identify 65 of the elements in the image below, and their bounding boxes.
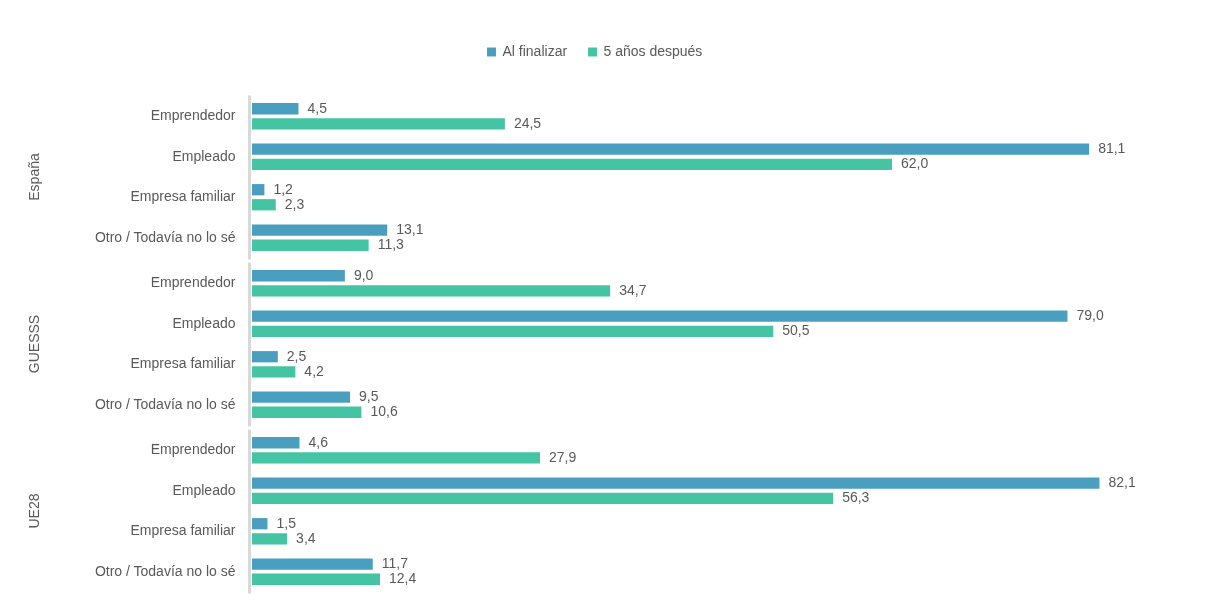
bar — [252, 224, 388, 236]
data-label: 1,5 — [276, 514, 297, 531]
bar — [252, 573, 380, 585]
y-tick-label: Emprendedor — [150, 107, 236, 124]
legend-label: 5 años después — [603, 43, 703, 59]
legend-label: Al finalizar — [502, 43, 568, 59]
bar — [252, 452, 540, 464]
data-label: 13,1 — [396, 221, 424, 238]
y-tick-label: Empresa familiar — [130, 522, 236, 539]
bar — [252, 477, 1100, 489]
data-label: 79,0 — [1076, 307, 1104, 324]
bar — [252, 366, 296, 378]
y-tick-label: Empleado — [172, 481, 236, 498]
data-label: 27,9 — [548, 448, 577, 465]
data-label: 56,3 — [842, 489, 870, 506]
y-tick-label: Empleado — [172, 147, 236, 164]
bar — [252, 325, 774, 337]
data-label: 81,1 — [1098, 140, 1126, 157]
data-label: 11,7 — [381, 555, 409, 572]
y-tick-label: Empresa familiar — [130, 188, 236, 205]
data-label: 62,0 — [900, 155, 929, 172]
data-label: 4,6 — [308, 433, 329, 450]
bar — [252, 406, 362, 418]
y-tick-label: Empleado — [172, 314, 236, 331]
bar — [252, 184, 265, 196]
bar — [252, 158, 892, 170]
bar — [252, 143, 1090, 155]
y-tick-label: Emprendedor — [150, 441, 236, 458]
text: UE28 — [26, 493, 43, 529]
bar — [252, 518, 268, 530]
bar — [252, 558, 373, 570]
data-label: 1,2 — [273, 180, 294, 197]
data-label: 24,5 — [513, 114, 542, 131]
y-tick-label: Otro / Todavía no lo sé — [94, 562, 236, 579]
text: GUESSS — [26, 314, 43, 374]
y-tick-label: Otro / Todavía no lo sé — [94, 395, 236, 412]
data-label: 9,0 — [353, 266, 374, 283]
data-label: 34,7 — [619, 281, 647, 298]
data-label: 4,5 — [307, 99, 328, 116]
bar — [252, 492, 834, 504]
data-label: 11,3 — [377, 236, 405, 253]
bar — [252, 199, 276, 211]
text: España — [26, 153, 43, 201]
data-label: 82,1 — [1108, 474, 1136, 491]
y-tick-label: Otro / Todavía no lo sé — [94, 228, 236, 245]
y-tick-label: Emprendedor — [150, 274, 236, 291]
bar — [252, 118, 505, 130]
data-label: 50,5 — [782, 322, 810, 339]
bar — [252, 533, 288, 545]
bar — [252, 437, 300, 449]
bar — [252, 239, 369, 251]
y-tick-label: Empresa familiar — [130, 355, 236, 372]
data-label: 10,6 — [370, 403, 398, 420]
data-label: 12,4 — [389, 570, 417, 587]
data-label: 3,4 — [296, 529, 316, 546]
bar — [252, 103, 299, 115]
data-label: 4,2 — [304, 362, 325, 379]
data-label: 2,3 — [284, 195, 305, 212]
data-label: 9,5 — [359, 388, 379, 405]
bar — [252, 285, 611, 297]
bar — [252, 310, 1068, 322]
bar — [252, 351, 278, 363]
bar — [252, 391, 351, 403]
bar — [252, 270, 345, 282]
data-label: 2,5 — [286, 347, 307, 364]
